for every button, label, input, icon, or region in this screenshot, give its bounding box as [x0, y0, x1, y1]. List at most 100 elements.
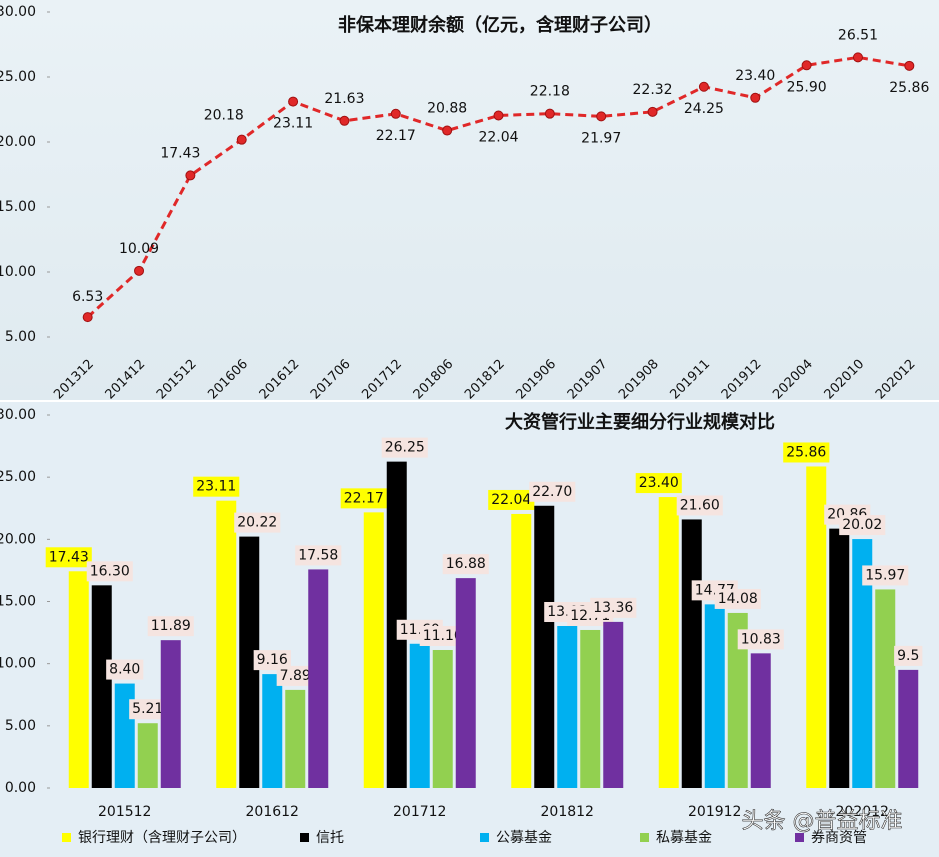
data-label: 23.11: [196, 479, 236, 495]
label-box: [381, 437, 428, 458]
data-label: 21.60: [680, 497, 720, 513]
bar: [658, 497, 679, 788]
label-box: [488, 489, 535, 510]
label-box: [590, 597, 637, 618]
marker: [134, 265, 145, 276]
legend-label: 券商资管: [811, 830, 867, 846]
legend-label: 公募基金: [496, 829, 552, 846]
label-box: [253, 650, 291, 671]
bar: [580, 629, 601, 788]
data-label: 21.63: [324, 91, 364, 107]
data-label: 5.21: [132, 701, 163, 717]
marker: [288, 96, 299, 107]
y-tick-label: 15.00: [0, 594, 36, 610]
legend-label: 银行理财（含理财子公司）: [78, 830, 246, 846]
bar: [750, 653, 771, 788]
data-label: 20.88: [427, 101, 467, 117]
data-label: 10.83: [741, 631, 781, 647]
bar: [409, 643, 430, 788]
bar: [806, 466, 827, 788]
y-tick-label: 30.00: [0, 4, 36, 20]
data-label: 22.04: [491, 492, 531, 508]
bar: [727, 612, 748, 788]
data-label: 17.43: [160, 145, 200, 161]
label-box: [894, 645, 923, 666]
label-box: [737, 629, 784, 650]
data-label: 9.16: [257, 652, 288, 668]
marker: [904, 60, 915, 71]
bar: [91, 585, 112, 788]
marker: [698, 81, 709, 92]
legend-swatch: [300, 833, 309, 842]
label-box: [86, 561, 133, 582]
data-label: 11.10: [423, 628, 463, 644]
marker: [82, 312, 93, 323]
data-label: 14.08: [718, 591, 758, 607]
x-tick-label: 201512: [98, 804, 151, 820]
marker: [493, 110, 504, 121]
label-box: [106, 659, 144, 680]
legend-swatch: [795, 833, 804, 842]
label-box: [340, 488, 387, 509]
bar: [239, 536, 260, 788]
bar: [137, 723, 158, 788]
data-label: 22.18: [530, 84, 570, 100]
data-label: 22.17: [344, 490, 384, 506]
data-label: 23.40: [639, 475, 679, 491]
data-label: 22.04: [478, 129, 518, 145]
marker: [647, 106, 658, 117]
marker: [750, 92, 761, 103]
label-box: [193, 476, 240, 497]
data-label: 25.86: [889, 80, 929, 96]
bar: [603, 621, 624, 788]
label-box: [676, 495, 723, 516]
bar: [455, 578, 476, 788]
marker: [544, 108, 555, 119]
label-box: [147, 616, 194, 637]
bar: [557, 625, 578, 788]
bar: [262, 674, 283, 788]
marker: [339, 115, 350, 126]
y-tick-label: 5.00: [5, 329, 36, 345]
data-label: 26.25: [385, 440, 425, 456]
bar: [511, 513, 532, 788]
marker: [442, 125, 453, 136]
y-tick-label: 10.00: [0, 656, 36, 672]
label-box: [714, 588, 761, 609]
y-tick-label: 0.00: [5, 780, 36, 796]
bar: [829, 528, 850, 788]
data-label: 8.40: [109, 662, 140, 678]
data-label: 10.09: [119, 241, 159, 257]
y-tick-label: 25.00: [0, 69, 36, 85]
data-label: 21.97: [581, 130, 621, 146]
legend-swatch: [62, 833, 71, 842]
label-box: [862, 565, 909, 586]
data-label: 13.36: [593, 600, 633, 616]
data-label: 16.30: [90, 563, 130, 579]
chart-title: 大资管行业主要细分行业规模对比: [505, 411, 775, 433]
marker: [185, 170, 196, 181]
bar: [363, 512, 384, 788]
panel-top: [0, 0, 939, 400]
label-box: [419, 625, 466, 646]
marker: [596, 111, 607, 122]
bar: [852, 539, 873, 788]
y-tick-label: 30.00: [0, 407, 36, 423]
label-box: [276, 665, 314, 686]
data-label: 20.18: [204, 108, 244, 124]
data-label: 16.88: [446, 556, 486, 572]
data-label: 26.51: [838, 27, 878, 43]
legend-swatch: [480, 833, 489, 842]
bar: [704, 604, 725, 788]
marker: [852, 52, 863, 63]
data-label: 22.70: [532, 484, 572, 500]
y-tick-label: 15.00: [0, 199, 36, 215]
legend-label: 信托: [316, 830, 344, 846]
x-tick-label: 201912: [688, 804, 741, 820]
marker: [236, 134, 247, 145]
data-label: 20.02: [842, 517, 882, 533]
data-label: 6.53: [72, 289, 103, 305]
label-box: [839, 515, 886, 536]
y-tick-label: 25.00: [0, 469, 36, 485]
